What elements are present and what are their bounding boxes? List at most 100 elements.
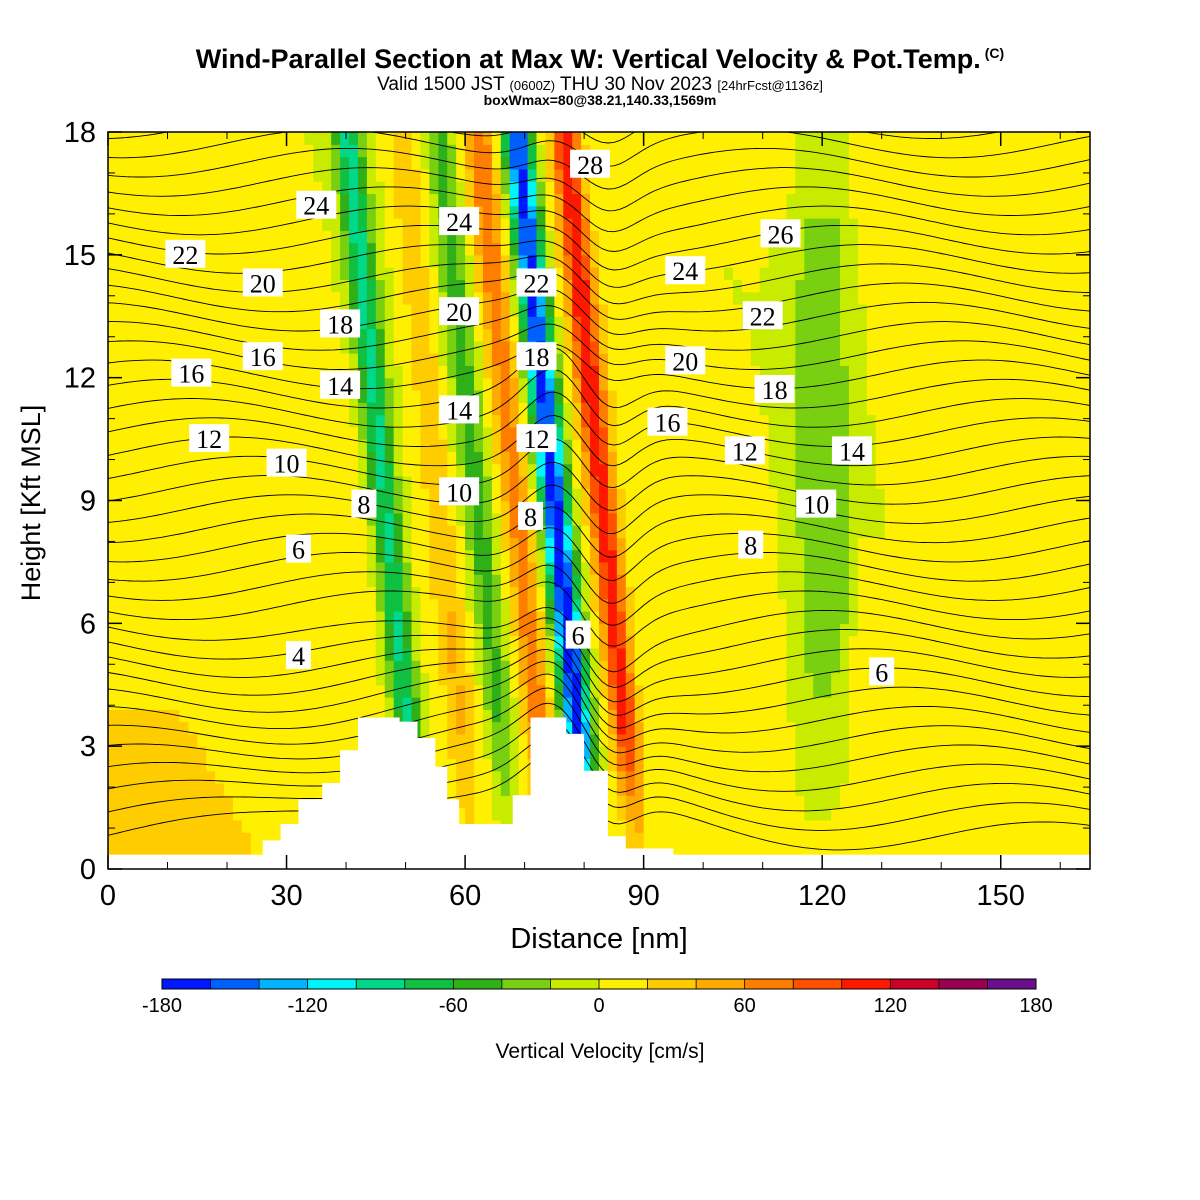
velocity-cell [697,303,707,317]
velocity-cell [723,426,734,440]
velocity-cell [831,647,841,661]
velocity-cell [357,217,368,231]
velocity-cell [795,242,805,256]
velocity-cell [224,242,234,256]
velocity-cell [375,328,386,342]
velocity-cell [813,525,823,538]
velocity-cell [625,426,636,440]
velocity-cell [277,586,288,600]
velocity-cell [822,733,832,747]
velocity-cell [241,475,252,489]
velocity-cell [179,389,189,403]
velocity-cell [652,132,663,145]
velocity-cell [759,832,770,846]
velocity-cell [161,168,172,182]
velocity-cell [402,340,413,354]
velocity-cell [206,168,216,182]
velocity-cell [366,574,377,588]
velocity-cell [482,537,493,551]
velocity-cell [795,746,805,760]
velocity-cell [429,549,439,563]
velocity-cell [831,635,841,649]
velocity-cell [125,819,136,833]
velocity-cell [599,660,609,674]
velocity-cell [554,230,564,244]
velocity-cell [732,623,743,637]
velocity-cell [590,279,600,293]
velocity-cell [206,279,216,293]
velocity-cell [366,537,377,551]
velocity-cell [161,733,172,747]
velocity-cell [634,193,645,207]
velocity-cell [795,684,805,698]
velocity-cell [447,353,457,366]
velocity-cell [313,132,323,145]
velocity-cell [143,623,154,637]
velocity-cell [768,758,779,772]
velocity-cell [438,328,448,342]
velocity-cell [777,549,788,563]
velocity-cell [197,389,207,403]
velocity-cell [643,623,654,637]
velocity-cell [447,623,457,637]
velocity-cell [643,254,654,268]
velocity-cell [652,291,663,305]
velocity-cell [250,844,261,858]
velocity-cell [116,316,127,330]
velocity-cell [777,242,788,256]
velocity-cell [322,770,332,784]
velocity-cell [170,832,181,846]
velocity-cell [831,512,841,526]
velocity-cell [331,525,341,538]
velocity-cell [161,549,172,563]
velocity-cell [688,500,698,514]
velocity-cell [241,746,252,760]
velocity-cell [715,758,725,772]
velocity-cell [536,242,547,256]
velocity-cell [706,156,716,170]
velocity-cell [232,242,243,256]
velocity-cell [741,242,752,256]
velocity-cell [527,242,538,256]
velocity-cell [482,623,493,637]
velocity-cell [134,217,145,231]
velocity-cell [143,770,154,784]
velocity-cell [313,475,323,489]
velocity-cell [313,758,323,772]
velocity-cell [518,770,529,784]
velocity-cell [116,132,127,145]
velocity-cell [411,389,422,403]
velocity-cell [224,561,234,575]
velocity-cell [125,217,136,231]
velocity-cell [393,475,404,489]
velocity-cell [509,598,520,612]
velocity-cell [625,807,636,821]
velocity-cell [268,414,279,428]
velocity-cell [500,365,511,379]
velocity-cell [831,267,841,280]
velocity-cell [393,586,404,600]
velocity-cell [313,316,323,330]
velocity-cell [572,697,582,710]
velocity-cell [581,500,591,514]
velocity-cell [420,598,430,612]
velocity-cell [447,549,457,563]
velocity-cell [188,758,198,772]
velocity-cell [527,660,538,674]
velocity-cell [161,746,172,760]
velocity-cell [554,586,564,600]
velocity-cell [161,156,172,170]
velocity-cell [259,783,270,796]
velocity-cell [465,709,475,723]
velocity-cell [402,267,413,280]
velocity-cell [349,205,359,219]
velocity-cell [500,377,511,391]
velocity-cell [527,254,538,268]
velocity-cell [491,684,502,698]
velocity-cell [768,574,779,588]
velocity-cell [465,647,475,661]
velocity-cell [804,672,814,686]
velocity-cell [152,795,163,809]
velocity-cell [134,525,145,538]
velocity-cell [224,783,234,796]
